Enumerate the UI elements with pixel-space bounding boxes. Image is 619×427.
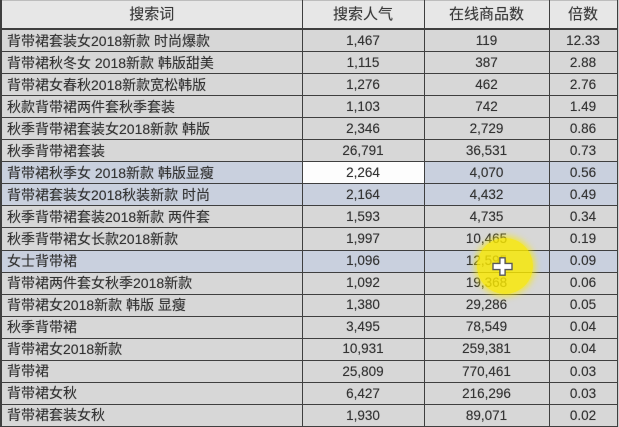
cell-term[interactable]: 背带裙女2018新款 <box>0 337 303 361</box>
table-row: 背带裙秋季女 2018新款 韩版显瘦 2,264 4,070 0.56 <box>0 161 618 185</box>
cell-term[interactable]: 秋季背带裙套装 <box>0 139 303 163</box>
cell-ratio[interactable]: 0.04 <box>548 337 618 361</box>
cell-popularity[interactable]: 10,931 <box>301 337 425 361</box>
table-row: 背带裙套装女2018新款 时尚爆款 1,467 119 12.33 <box>0 28 618 53</box>
cell-ratio[interactable]: 0.06 <box>548 271 618 295</box>
table-row: 背带裙女2018新款 10,931 259,381 0.04 <box>0 337 618 361</box>
header-row: 搜索词 搜索人气 在线商品数 倍数 <box>0 0 618 30</box>
cell-products[interactable]: 119 <box>423 28 550 53</box>
cell-popularity[interactable]: 1,096 <box>301 249 425 273</box>
cell-popularity[interactable]: 1,276 <box>301 73 425 97</box>
cell-ratio[interactable]: 0.03 <box>548 381 618 405</box>
cell-products[interactable]: 216,296 <box>423 381 550 405</box>
table-row: 背带裙女秋 6,427 216,296 0.03 <box>0 381 618 405</box>
column-header-online-products[interactable]: 在线商品数 <box>423 0 550 30</box>
cell-term[interactable]: 背带裙套装女2018秋装新款 时尚 <box>0 183 303 207</box>
cell-popularity[interactable]: 1,380 <box>301 293 425 317</box>
cell-term[interactable]: 秋季背带裙女长款2018新款 <box>0 227 303 251</box>
table-row: 背带裙 25,809 770,461 0.03 <box>0 359 618 383</box>
cell-popularity[interactable]: 2,346 <box>301 117 425 141</box>
column-header-multiplier[interactable]: 倍数 <box>548 0 618 30</box>
cell-popularity[interactable]: 3,495 <box>301 315 425 339</box>
table-row: 背带裙套装女秋 1,930 89,071 0.02 <box>0 403 618 427</box>
table-row: 女士背带裙 1,096 12,595 0.09 <box>0 249 618 273</box>
cell-term[interactable]: 秋季背带裙套装女2018新款 韩版 <box>0 117 303 141</box>
cell-popularity[interactable]: 2,264 <box>301 161 425 185</box>
cell-products[interactable]: 2,729 <box>423 117 550 141</box>
cell-term[interactable]: 背带裙 <box>0 359 303 383</box>
table-row: 背带裙套装女2018秋装新款 时尚 2,164 4,432 0.49 <box>0 183 618 207</box>
cell-products[interactable]: 12,595 <box>423 249 550 273</box>
cell-term[interactable]: 秋季背带裙套装2018新款 两件套 <box>0 205 303 229</box>
cell-ratio[interactable]: 0.19 <box>548 227 618 251</box>
cell-products[interactable]: 89,071 <box>423 403 550 427</box>
cell-popularity[interactable]: 1,115 <box>301 51 425 75</box>
cell-ratio[interactable]: 0.56 <box>548 161 618 185</box>
cell-products[interactable]: 4,070 <box>423 161 550 185</box>
cell-term[interactable]: 背带裙女秋 <box>0 381 303 405</box>
cell-term[interactable]: 背带裙秋季女 2018新款 韩版显瘦 <box>0 161 303 185</box>
cell-ratio[interactable]: 0.02 <box>548 403 618 427</box>
cell-ratio[interactable]: 0.09 <box>548 249 618 273</box>
cell-popularity[interactable]: 25,809 <box>301 359 425 383</box>
cell-products[interactable]: 259,381 <box>423 337 550 361</box>
cell-term[interactable]: 秋季背带裙 <box>0 315 303 339</box>
cell-ratio[interactable]: 0.04 <box>548 315 618 339</box>
table-row: 秋季背带裙套装2018新款 两件套 1,593 4,735 0.34 <box>0 205 618 229</box>
cell-term[interactable]: 秋款背带裙两件套秋季套装 <box>0 95 303 119</box>
table-header: 搜索词 搜索人气 在线商品数 倍数 <box>0 0 618 30</box>
cell-popularity[interactable]: 6,427 <box>301 381 425 405</box>
column-header-search-term[interactable]: 搜索词 <box>0 0 303 30</box>
cell-ratio[interactable]: 0.34 <box>548 205 618 229</box>
cell-products[interactable]: 4,735 <box>423 205 550 229</box>
cell-popularity[interactable]: 1,930 <box>301 403 425 427</box>
cell-products[interactable]: 10,465 <box>423 227 550 251</box>
cell-ratio[interactable]: 0.05 <box>548 293 618 317</box>
cell-ratio[interactable]: 1.49 <box>548 95 618 119</box>
cell-ratio[interactable]: 12.33 <box>548 28 618 53</box>
table-row: 背带裙女2018新款 韩版 显瘦 1,380 29,286 0.05 <box>0 293 618 317</box>
cell-term[interactable]: 背带裙套装女2018新款 时尚爆款 <box>0 28 303 53</box>
table-body: 背带裙套装女2018新款 时尚爆款 1,467 119 12.33 背带裙秋冬女 201… <box>0 28 618 427</box>
cell-products[interactable]: 78,549 <box>423 315 550 339</box>
cell-ratio[interactable]: 0.73 <box>548 139 618 163</box>
table-row: 秋款背带裙两件套秋季套装 1,103 742 1.49 <box>0 95 618 119</box>
cell-products[interactable]: 770,461 <box>423 359 550 383</box>
cell-products[interactable]: 4,432 <box>423 183 550 207</box>
cell-term[interactable]: 背带裙两件套女秋季2018新款 <box>0 271 303 295</box>
cell-ratio[interactable]: 0.03 <box>548 359 618 383</box>
cell-products[interactable]: 387 <box>423 51 550 75</box>
column-header-search-popularity[interactable]: 搜索人气 <box>301 0 425 30</box>
cell-popularity[interactable]: 1,997 <box>301 227 425 251</box>
cell-popularity[interactable]: 1,593 <box>301 205 425 229</box>
table-row: 背带裙女春秋2018新款宽松韩版 1,276 462 2.76 <box>0 73 618 97</box>
cell-ratio[interactable]: 2.76 <box>548 73 618 97</box>
table-row: 背带裙两件套女秋季2018新款 1,092 19,368 0.06 <box>0 271 618 295</box>
cell-ratio[interactable]: 0.49 <box>548 183 618 207</box>
table-row: 背带裙秋冬女 2018新款 韩版甜美 1,115 387 2.88 <box>0 51 618 75</box>
cell-products[interactable]: 462 <box>423 73 550 97</box>
cell-popularity[interactable]: 1,103 <box>301 95 425 119</box>
cell-products[interactable]: 29,286 <box>423 293 550 317</box>
cell-ratio[interactable]: 0.86 <box>548 117 618 141</box>
table-row: 秋季背带裙套装 26,791 36,531 0.73 <box>0 139 618 163</box>
cell-products[interactable]: 19,368 <box>423 271 550 295</box>
table-row: 秋季背带裙套装女2018新款 韩版 2,346 2,729 0.86 <box>0 117 618 141</box>
table-row: 秋季背带裙 3,495 78,549 0.04 <box>0 315 618 339</box>
cell-ratio[interactable]: 2.88 <box>548 51 618 75</box>
cell-term[interactable]: 背带裙女2018新款 韩版 显瘦 <box>0 293 303 317</box>
cell-products[interactable]: 742 <box>423 95 550 119</box>
cell-products[interactable]: 36,531 <box>423 139 550 163</box>
cell-term[interactable]: 背带裙套装女秋 <box>0 403 303 427</box>
cell-term[interactable]: 背带裙秋冬女 2018新款 韩版甜美 <box>0 51 303 75</box>
cell-term[interactable]: 女士背带裙 <box>0 249 303 273</box>
cell-popularity[interactable]: 1,092 <box>301 271 425 295</box>
cell-term[interactable]: 背带裙女春秋2018新款宽松韩版 <box>0 73 303 97</box>
cell-popularity[interactable]: 1,467 <box>301 28 425 53</box>
table-row: 秋季背带裙女长款2018新款 1,997 10,465 0.19 <box>0 227 618 251</box>
cell-popularity[interactable]: 2,164 <box>301 183 425 207</box>
cell-popularity[interactable]: 26,791 <box>301 139 425 163</box>
